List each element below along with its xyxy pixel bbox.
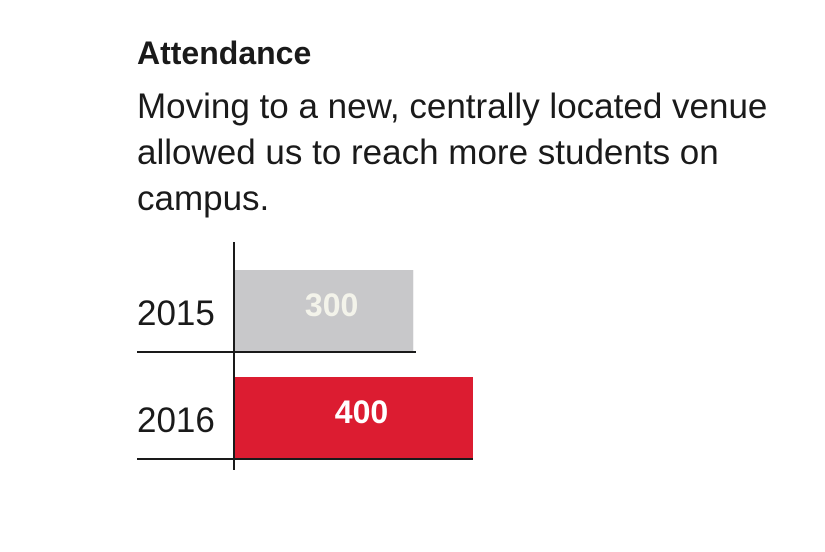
chart-title: Attendance: [137, 35, 312, 71]
category-label-2016: 2016: [137, 401, 215, 440]
data-label-2016: 400: [335, 394, 388, 430]
bar-2015: [234, 270, 414, 352]
category-label-2015: 2015: [137, 294, 215, 333]
chart-subtitle: Moving to a new, centrally located venue…: [137, 87, 768, 218]
data-label-2015: 300: [305, 287, 358, 323]
bar-2016: [234, 377, 473, 459]
